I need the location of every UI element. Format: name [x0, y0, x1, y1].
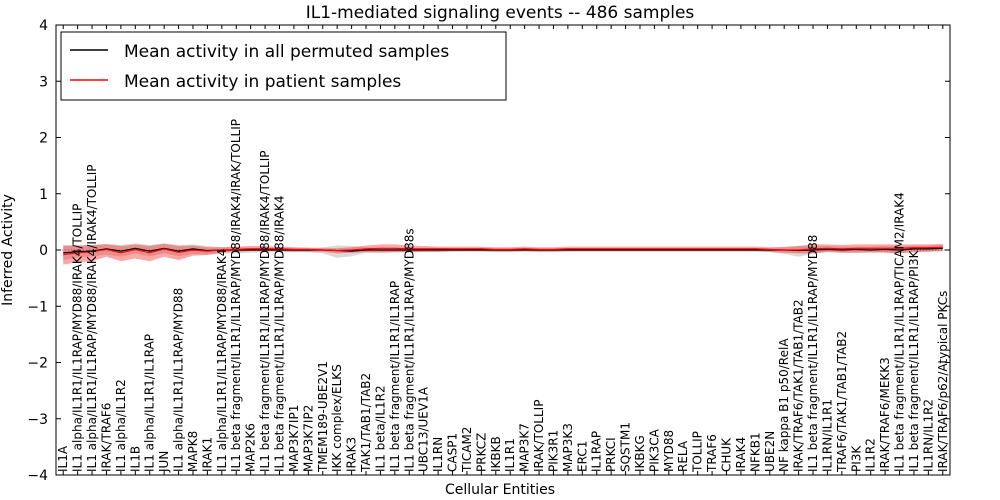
- x-tick-label: PIK3R1: [546, 430, 560, 472]
- x-tick-label: IL1 alpha/IL1R1/IL1RAP/MYD88: [172, 288, 186, 472]
- x-tick-label: IL1 beta fragment/IL1R1/IL1RAP/MYD88/IRA…: [229, 119, 243, 472]
- x-tick-label: IL1 beta fragment/IL1R1/IL1RAP/MYD88/IRA…: [273, 195, 287, 472]
- x-tick-label: IRAK/TRAF6/MEKK3: [878, 357, 892, 472]
- legend-label-permuted: Mean activity in all permuted samples: [124, 42, 449, 62]
- x-tick-label: TOLLIP: [691, 431, 705, 473]
- x-tick-label: IL1 beta fragment/IL1R1/IL1RAP/MYD88: [806, 235, 820, 472]
- x-tick-label: MYD88: [662, 430, 676, 472]
- x-tick-label: IL1 beta fragment/IL1R1/IL1RAP: [388, 281, 402, 472]
- x-tick-label: IL1 alpha/IL1R1/IL1RAP/MYD88/IRAK4/TOLLI…: [71, 204, 85, 472]
- x-tick-label: TICAM2: [460, 427, 474, 473]
- y-tick-label: 2: [39, 131, 48, 147]
- series-band: [63, 243, 943, 261]
- legend-label-patient: Mean activity in patient samples: [124, 72, 401, 92]
- y-axis: −4 −3 −2 −1 0 1 2 3 4: [27, 18, 950, 484]
- x-axis: [62, 25, 944, 475]
- x-tick-label: CASP1: [446, 433, 460, 472]
- x-tick-label: IKK complex/ELKS: [330, 364, 344, 472]
- x-tick-label: TMEM189-UBE2V1: [316, 361, 330, 473]
- x-tick-label: UBE2N: [763, 431, 777, 472]
- x-tick-label: SQSTM1: [619, 422, 633, 472]
- x-tick-label: IKBKB: [489, 436, 503, 472]
- x-tick-label: PIK3CA: [647, 428, 661, 472]
- y-tick-label: 1: [39, 187, 48, 203]
- x-tick-label: JUN: [157, 451, 171, 473]
- x-tick-label: IL1R1: [503, 438, 517, 472]
- x-tick-label: MAP3K7IP2: [301, 405, 315, 472]
- x-tick-label: IL1 beta fragment/IL1R1/IL1RAP/MYD88/IRA…: [258, 151, 272, 472]
- x-tick-label: IRAK4: [734, 437, 748, 472]
- x-tick-label: MAP3K7IP1: [287, 405, 301, 472]
- x-tick-label: NFKB1: [748, 432, 762, 472]
- x-tick-label: IL1 alpha/IL1R1/IL1RAP: [143, 334, 157, 472]
- x-tick-label: IRAK1: [200, 437, 214, 472]
- x-tick-label: IL1A: [56, 445, 70, 472]
- x-tick-label: IL1RAP: [590, 431, 604, 472]
- x-tick-label: IL1 beta fragment/IL1R1/IL1RAP/TICAM2/IR…: [893, 192, 907, 472]
- x-tick-label: UBC13/UEV1A: [417, 386, 431, 472]
- y-axis-label: Inferred Activity: [0, 194, 16, 306]
- x-tick-label: TRAF6: [705, 434, 719, 473]
- x-tick-label: PI3K: [849, 445, 863, 472]
- x-tick-label: IL1R2: [864, 438, 878, 472]
- y-tick-label: 0: [39, 243, 48, 259]
- x-tick-label: IL1 alpha/IL1R1/IL1RAP/MYD88/IRAK4/IRAK4…: [85, 164, 99, 472]
- legend-box: [60, 31, 507, 101]
- y-tick-label: −2: [27, 356, 48, 372]
- x-tick-label: IRAK/TOLLIP: [532, 400, 546, 472]
- x-tick-label: ERC1: [575, 441, 589, 472]
- x-tick-label: IL1 beta fragment/IL1R1/IL1RAP/PI3K: [907, 249, 921, 472]
- x-tick-label: MAP3K7: [518, 423, 532, 472]
- chart-title: IL1-mediated signaling events -- 486 sam…: [306, 3, 695, 23]
- x-tick-label: IRAK/TRAF6: [99, 403, 113, 472]
- x-tick-label: IL1 beta fragment/IL1R1/IL1RAP/MYD88s: [402, 228, 416, 472]
- x-tick-label: RELA: [676, 440, 690, 472]
- x-tick-label: IL1B: [128, 446, 142, 472]
- y-tick-label: −1: [27, 299, 48, 315]
- x-tick-label: IL1RN: [431, 437, 445, 472]
- x-tick-label: IL1 beta/IL1R2: [373, 385, 387, 472]
- x-tick-label: IKBKG: [633, 435, 647, 472]
- legend: Mean activity in all permuted samples Me…: [60, 31, 507, 101]
- x-tick-label: PRKCZ: [474, 433, 488, 472]
- x-tick-label: MAP2K6: [244, 423, 258, 472]
- x-tick-labels: IL1A IL1 alpha/IL1R1/IL1RAP/MYD88/IRAK4/T…: [56, 119, 950, 473]
- x-tick-label: CHUK: [720, 437, 734, 472]
- x-tick-label: MAP3K3: [561, 423, 575, 472]
- x-tick-label: TRAF6/TAK1/TAB1/TAB2: [835, 331, 849, 473]
- x-tick-label: MAPK8: [186, 431, 200, 472]
- series-lines: [56, 246, 950, 256]
- x-tick-label: IRAK/TRAF6/TAK1/TAB1/TAB2: [792, 299, 806, 472]
- x-tick-label: PRKCI: [604, 437, 618, 472]
- y-tick-label: −4: [27, 468, 48, 484]
- x-axis-label: Cellular Entities: [445, 482, 555, 498]
- y-tick-label: −3: [27, 412, 48, 428]
- x-tick-label: NF kappa B1 p50/RelA: [777, 338, 791, 472]
- x-tick-label: TAK1/TAB1/TAB2: [359, 373, 373, 473]
- x-tick-label: IL1RN/IL1R1: [820, 399, 834, 472]
- y-tick-label: 4: [39, 18, 48, 34]
- y-tick-label: 3: [39, 74, 48, 90]
- x-tick-label: IRAK/TRAF6/p62/Atypical PKCs: [936, 291, 950, 472]
- x-tick-label: IL1RN/IL1R2: [921, 399, 935, 472]
- x-tick-label: IL1 alpha/IL1R2: [114, 379, 128, 472]
- x-tick-label: IL1 alpha/IL1R1/IL1RAP/MYD88/IRAK4: [215, 249, 229, 472]
- series-line: [63, 246, 943, 256]
- x-tick-label: IRAK3: [345, 437, 359, 472]
